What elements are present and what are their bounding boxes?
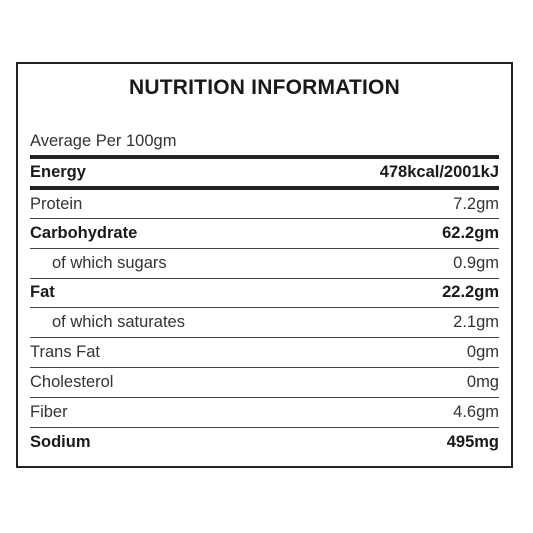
nutrient-value: 7.2gm (453, 194, 499, 213)
thick-divider-top (30, 155, 499, 159)
nutrient-table: Energy 478kcal/2001kJ Protein 7.2gm Carb… (30, 159, 499, 457)
nutrient-value: 0mg (466, 372, 499, 391)
nutrient-row-energy: Energy 478kcal/2001kJ (30, 159, 499, 186)
nutrient-row-fat: Fat 22.2gm (30, 279, 499, 309)
nutrient-label: Fat (30, 283, 55, 302)
nutrient-row-sugars: of which sugars 0.9gm (30, 249, 499, 279)
nutrient-value: 495mg (446, 432, 499, 451)
nutrient-row-sodium: Sodium 495mg (30, 428, 499, 458)
nutrient-row-protein: Protein 7.2gm (30, 186, 499, 219)
nutrient-label: Energy (30, 163, 86, 181)
nutrient-row-fiber: Fiber 4.6gm (30, 398, 499, 428)
nutrient-label: of which saturates (52, 313, 185, 332)
nutrient-value: 4.6gm (453, 402, 499, 421)
nutrient-label: Cholesterol (30, 372, 114, 391)
nutrient-row-cholesterol: Cholesterol 0mg (30, 368, 499, 398)
nutrient-label: of which sugars (52, 253, 167, 272)
nutrient-row-carbohydrate: Carbohydrate 62.2gm (30, 219, 499, 249)
nutrient-label: Trans Fat (30, 343, 100, 362)
nutrient-value: 2.1gm (453, 313, 499, 332)
nutrient-label: Protein (30, 194, 83, 213)
nutrient-label: Carbohydrate (30, 223, 138, 242)
nutrient-label: Fiber (30, 402, 68, 421)
thick-divider-bottom (30, 186, 499, 190)
nutrient-row-saturates: of which saturates 2.1gm (30, 308, 499, 339)
nutrient-value: 0gm (466, 343, 499, 362)
nutrient-value: 62.2gm (442, 223, 499, 242)
nutrition-panel: NUTRITION INFORMATION Average Per 100gm … (16, 62, 513, 468)
nutrient-value: 0.9gm (453, 253, 499, 272)
panel-title: NUTRITION INFORMATION (129, 76, 400, 99)
nutrient-label: Sodium (30, 432, 91, 451)
nutrient-value: 478kcal/2001kJ (379, 163, 499, 181)
serving-basis: Average Per 100gm (30, 132, 177, 150)
nutrient-row-trans-fat: Trans Fat 0gm (30, 338, 499, 368)
nutrient-value: 22.2gm (442, 283, 499, 302)
